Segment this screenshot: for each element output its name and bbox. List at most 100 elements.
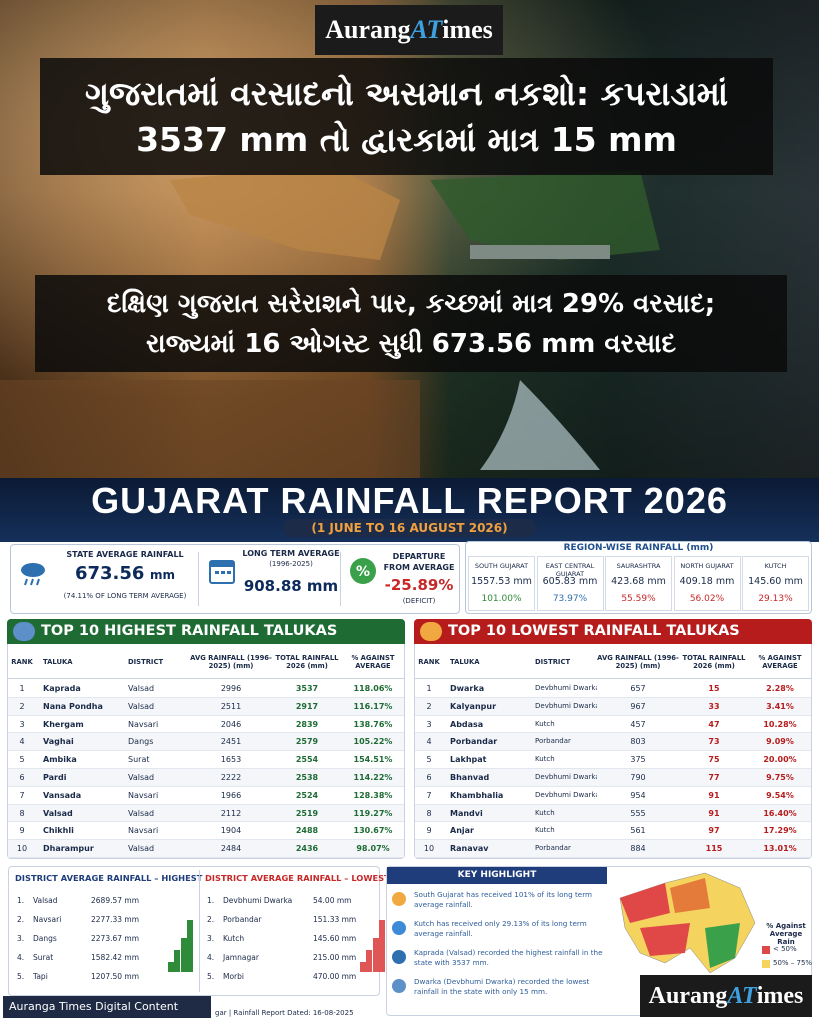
table-header: TALUKA — [37, 645, 122, 679]
stat-divider — [340, 552, 341, 606]
district-cell: Kutch — [223, 934, 245, 943]
bar-icon — [372, 938, 379, 972]
legend-label: 50% – 75% — [773, 959, 813, 967]
table-cell: 3537 — [295, 684, 319, 693]
region-percent: 55.59% — [621, 594, 656, 604]
table-cell: 118.06% — [353, 684, 393, 693]
table-row-bg — [415, 822, 811, 841]
district-cell: 5. — [207, 972, 215, 981]
table-cell: 97 — [708, 826, 720, 836]
legend-swatch — [762, 960, 770, 968]
stat-label: LONG TERM AVERAGE — [242, 549, 340, 558]
table-cell: 128.38% — [353, 790, 393, 800]
logo-part: AT — [410, 15, 443, 44]
table-cell: Porbandar — [450, 737, 498, 747]
region-cell: SOUTH GUJARAT 1557.53 mm 101.00% — [468, 556, 535, 611]
logo-part: Aurang — [325, 15, 411, 44]
dry-ground — [0, 380, 420, 480]
table-cell: Porbandar — [535, 844, 571, 853]
stat-note: (74.11% OF LONG TERM AVERAGE) — [63, 592, 187, 600]
region-panel — [465, 541, 812, 614]
map-region — [620, 883, 670, 923]
table-row-bg — [8, 733, 404, 752]
table-cell: 561 — [630, 826, 646, 836]
table-cell: 17.29% — [763, 826, 797, 836]
region-percent: 56.02% — [689, 594, 725, 604]
table-cell: 2222 — [220, 773, 242, 782]
table-header-text: AVG RAINFALL (1996-2025) (mm) — [190, 653, 272, 670]
bar-icon — [366, 950, 373, 972]
waterfall — [480, 380, 600, 470]
table-cell: Navsari — [128, 719, 159, 729]
table-cell: Khergam — [43, 719, 84, 729]
logo-part: Aurang — [648, 982, 728, 1009]
table-cell: 2 — [426, 701, 432, 711]
icon — [21, 563, 45, 586]
stat-icon: % — [348, 556, 378, 586]
table-row-bg — [415, 715, 811, 734]
district-cell: 215.00 mm — [313, 953, 357, 962]
bar-icon — [186, 920, 193, 972]
stat-number: 673.56 — [74, 563, 145, 584]
district-cell: 470.00 mm — [313, 972, 357, 981]
table-cell: 15 — [708, 684, 720, 693]
table-title: TOP 10 LOWEST RAINFALL TALUKAS — [448, 623, 740, 639]
district-cell: Jamnagar — [223, 953, 259, 962]
table-header: TALUKA — [444, 645, 529, 679]
table-cell: Valsad — [128, 701, 155, 711]
table-header-text: % AGAINST AVERAGE — [758, 653, 802, 670]
table-cell: 2488 — [295, 826, 319, 836]
report-title: GUJARAT RAINFALL REPORT 2026 — [91, 480, 728, 521]
district-cell: 54.00 mm — [313, 896, 352, 905]
table-row-bg — [8, 786, 404, 805]
table-cell: 1904 — [220, 826, 242, 836]
map-region — [670, 878, 710, 913]
region-percent: 29.13% — [758, 594, 793, 604]
highlight-icon — [392, 921, 406, 935]
table-cell: 9 — [426, 826, 432, 836]
bar-icon — [360, 962, 366, 972]
table-cell: Surat — [128, 755, 150, 765]
stat-value: -25.89% — [384, 576, 454, 594]
highlight-icon — [392, 892, 406, 906]
table-row-bg — [415, 751, 811, 769]
dam — [470, 245, 610, 259]
table-cell: 954 — [630, 790, 646, 800]
district-cell: Dangs — [33, 934, 57, 943]
table-header-text: AVG RAINFALL (1996-2025) (mm) — [597, 653, 679, 670]
district-cell: Navsari — [33, 915, 62, 924]
table-header: RANK — [414, 645, 444, 679]
table-cell: 967 — [630, 701, 646, 711]
highlight-text: Kutch has received only 29.13% of its lo… — [414, 919, 587, 938]
region-name: EAST CENTRAL GUJARAT — [545, 562, 595, 578]
table-row-bg — [8, 822, 404, 841]
district-cell: 3. — [17, 934, 25, 943]
table-cell: 119.27% — [353, 808, 393, 818]
stat-label: DEPARTURE FROM AVERAGE — [383, 552, 455, 572]
table-cell: 2484 — [220, 844, 242, 854]
table-cell: Devbhumi Dwarka — [535, 701, 597, 710]
table-cell: 3 — [19, 719, 25, 729]
table-cell: 154.51% — [353, 755, 393, 765]
region-value: 423.68 mm — [611, 576, 666, 587]
table-cell: 115 — [705, 844, 723, 854]
district-cell: Porbandar — [223, 915, 262, 924]
region-name: KUTCH — [764, 562, 787, 570]
table-header-text: % AGAINST AVERAGE — [351, 653, 395, 670]
table-cell: Devbhumi Dwarka — [535, 684, 597, 692]
table-cell: 2519 — [295, 808, 319, 818]
table-cell: 2917 — [295, 701, 319, 711]
table-cell: 13.01% — [763, 844, 797, 854]
subheadline-line: રાજ્યમાં 16 ઓગસ્ટ સુધી 673.56 mm વરસાદ — [145, 328, 677, 359]
table-row-bg — [8, 697, 404, 716]
table-cell: 47 — [708, 719, 720, 729]
table-header: AVG RAINFALL (1996-2025) (mm) — [190, 645, 272, 679]
bar-icon — [378, 920, 385, 972]
region-percent: 101.00% — [481, 594, 522, 604]
logo-part: imes — [442, 15, 493, 44]
district-cell: 1. — [17, 896, 25, 905]
highlight-title-bar: KEY HIGHLIGHT — [387, 867, 607, 884]
table-cell: 6 — [19, 773, 25, 782]
region-value: 605.83 mm — [542, 576, 598, 587]
